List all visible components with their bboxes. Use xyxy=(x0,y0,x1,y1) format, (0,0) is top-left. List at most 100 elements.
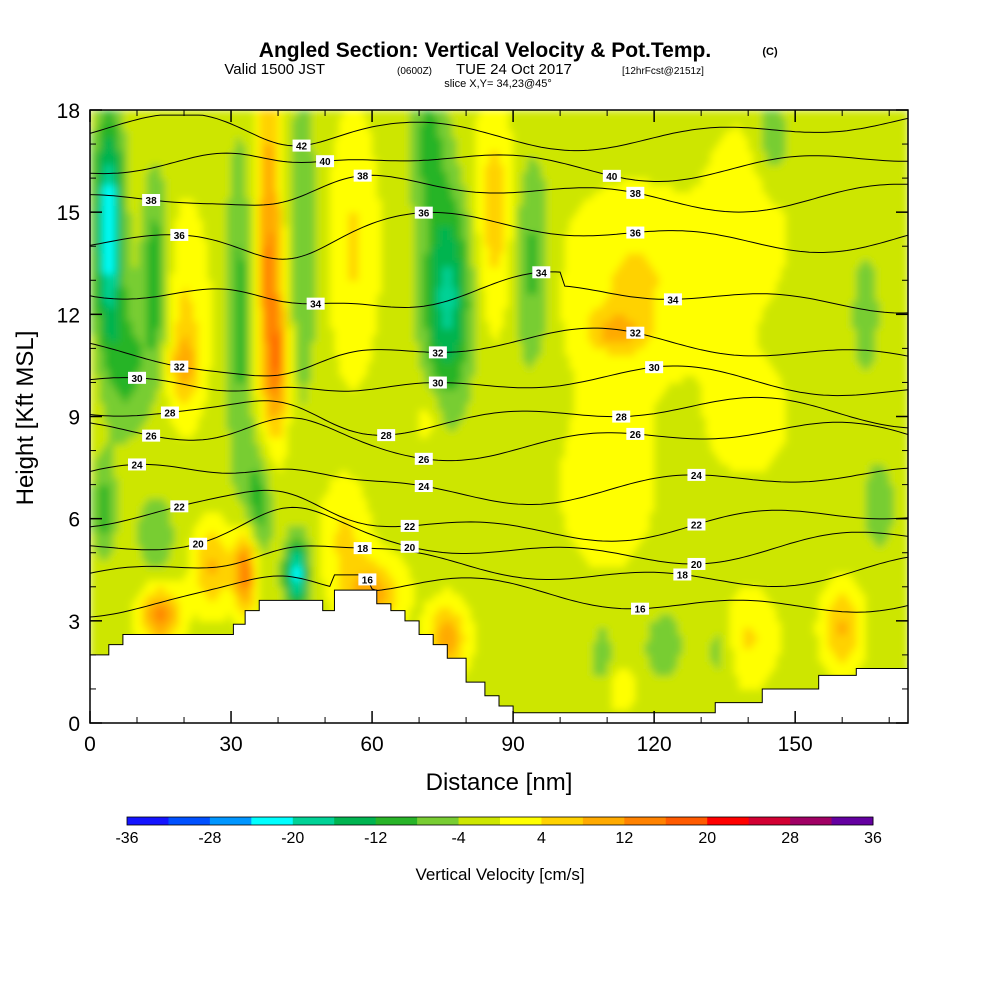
velocity-cell xyxy=(165,239,176,247)
svg-text:24: 24 xyxy=(691,471,703,482)
velocity-cell xyxy=(329,191,378,200)
velocity-cell xyxy=(433,253,458,261)
velocity-cell xyxy=(757,341,857,349)
velocity-cell xyxy=(90,627,133,636)
velocity-cell xyxy=(249,232,256,241)
velocity-cell xyxy=(593,661,608,670)
velocity-cell xyxy=(494,334,500,343)
velocity-cell xyxy=(785,409,908,418)
velocity-cell xyxy=(414,287,425,295)
velocity-cell xyxy=(282,266,289,275)
velocity-cell xyxy=(419,362,434,370)
velocity-cell xyxy=(263,164,274,172)
velocity-cell xyxy=(165,266,176,275)
velocity-cell xyxy=(367,505,561,513)
velocity-cell xyxy=(292,409,420,418)
velocity-cell xyxy=(259,586,284,595)
velocity-cell xyxy=(231,164,246,172)
velocity-cell xyxy=(480,280,510,288)
velocity-cell xyxy=(466,280,477,288)
velocity-cell xyxy=(165,218,176,227)
velocity-cell xyxy=(475,300,486,309)
velocity-cell xyxy=(475,368,575,377)
velocity-cell xyxy=(419,150,444,159)
velocity-cell xyxy=(268,382,279,390)
velocity-cell xyxy=(263,334,274,343)
velocity-cell xyxy=(165,191,232,200)
velocity-cell xyxy=(456,253,467,261)
velocity-cell xyxy=(282,150,293,159)
velocity-cell xyxy=(245,307,251,315)
velocity-cell xyxy=(104,246,115,254)
velocity-cell xyxy=(470,654,594,663)
velocity-cell xyxy=(90,218,96,227)
velocity-cell xyxy=(428,341,439,349)
velocity-cell xyxy=(118,307,129,315)
velocity-cell xyxy=(527,266,538,275)
velocity-cell xyxy=(104,327,119,336)
velocity-cell xyxy=(654,307,763,315)
velocity-cell xyxy=(137,382,162,390)
velocity-cell xyxy=(442,355,453,363)
velocity-cell xyxy=(90,137,101,145)
velocity-cell xyxy=(169,402,204,411)
velocity-cell xyxy=(90,280,96,288)
velocity-cell xyxy=(710,436,787,445)
velocity-cell xyxy=(263,396,270,404)
velocity-cell xyxy=(273,348,279,356)
velocity-cell xyxy=(475,218,486,227)
velocity-cell xyxy=(856,287,876,295)
velocity-cell xyxy=(259,559,279,567)
velocity-cell xyxy=(602,334,632,343)
velocity-cell xyxy=(875,280,908,288)
velocity-cell xyxy=(470,246,481,254)
velocity-cell xyxy=(292,341,298,349)
velocity-cell xyxy=(118,225,124,234)
velocity-cell xyxy=(574,212,787,220)
velocity-cell xyxy=(762,137,787,145)
velocity-cell xyxy=(263,280,274,288)
velocity-cell xyxy=(273,341,279,349)
velocity-cell xyxy=(254,368,260,377)
velocity-cell xyxy=(259,184,265,193)
velocity-cell xyxy=(99,205,105,213)
velocity-cell xyxy=(287,300,293,309)
velocity-cell xyxy=(282,402,289,411)
velocity-cell xyxy=(160,266,166,275)
velocity-cell xyxy=(828,614,857,622)
velocity-cell xyxy=(447,178,462,186)
velocity-cell xyxy=(263,511,274,520)
velocity-cell xyxy=(151,620,171,629)
velocity-cell xyxy=(508,293,519,302)
contour-label-30: 30 xyxy=(128,371,147,385)
velocity-cell xyxy=(282,293,289,302)
velocity-cell xyxy=(310,116,340,125)
velocity-cell xyxy=(677,620,730,629)
velocity-cell xyxy=(249,368,256,377)
slice-info: slice X,Y= 34,23@45° xyxy=(444,78,552,90)
velocity-cell xyxy=(165,327,171,336)
velocity-cell xyxy=(268,362,274,370)
velocity-cell xyxy=(99,491,110,499)
velocity-cell xyxy=(560,498,655,506)
velocity-cell xyxy=(198,579,237,588)
velocity-cell xyxy=(437,225,453,234)
velocity-cell xyxy=(292,566,303,574)
velocity-cell xyxy=(574,539,641,547)
velocity-cell xyxy=(320,566,340,574)
velocity-cell xyxy=(202,218,227,227)
velocity-cell xyxy=(771,457,908,465)
velocity-cell xyxy=(226,416,256,424)
velocity-cell xyxy=(705,416,787,424)
velocity-cell xyxy=(273,525,289,533)
velocity-cell xyxy=(766,157,782,166)
velocity-cell xyxy=(292,253,317,261)
velocity-cell xyxy=(245,184,256,193)
velocity-cell xyxy=(249,205,256,213)
velocity-cell xyxy=(282,375,289,384)
velocity-cell xyxy=(94,287,101,295)
velocity-cell xyxy=(282,307,289,315)
velocity-cell xyxy=(423,110,434,118)
velocity-cell xyxy=(315,327,336,336)
velocity-cell xyxy=(249,321,256,329)
